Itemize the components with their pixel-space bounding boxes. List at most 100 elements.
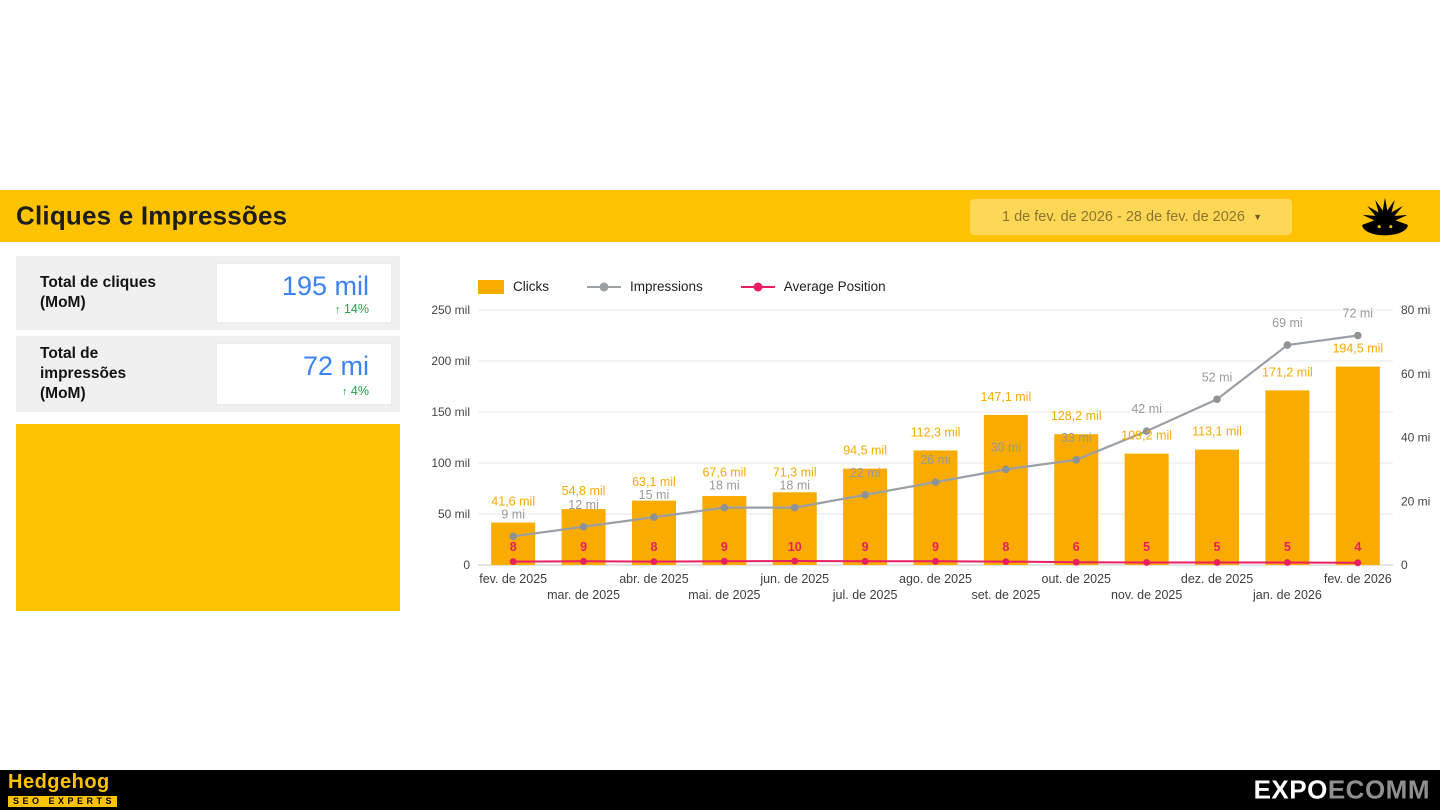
impressions-point[interactable] — [650, 513, 658, 521]
impressions-point[interactable] — [579, 522, 588, 531]
avg-position-value-label: 10 — [788, 540, 802, 554]
expoecomm-wordmark: EXPOECOMM — [1254, 775, 1430, 806]
avg-position-point[interactable] — [720, 557, 728, 565]
x-axis-label: mai. de 2025 — [688, 588, 760, 602]
y-axis-left-label: 200 mil — [431, 354, 470, 368]
impressions-point[interactable] — [720, 503, 729, 512]
x-axis-label: mar. de 2025 — [547, 588, 620, 602]
clicks-value-label: 71,3 mil — [773, 466, 817, 480]
scorecard-value: 72 mi — [302, 351, 369, 381]
impressions-value-label: 52 mi — [1202, 370, 1233, 384]
impressions-point[interactable] — [1002, 465, 1010, 474]
clicks-value-label: 63,1 mil — [632, 475, 676, 489]
impressions-point[interactable] — [1283, 341, 1292, 349]
avg-position-value-label: 8 — [510, 540, 517, 554]
scorecard-total-clicks: Total de cliques (MoM) 195 mil ↑ 14% — [16, 256, 400, 330]
scorecard-delta-value: 4% — [350, 384, 369, 398]
y-axis-right-label: 20 mi — [1401, 494, 1430, 508]
avg-position-point[interactable] — [1072, 558, 1080, 566]
chevron-down-icon[interactable]: ▼ — [1253, 212, 1262, 222]
impressions-point[interactable] — [509, 532, 517, 541]
clicks-bar[interactable] — [772, 492, 817, 565]
clicks-bar[interactable] — [983, 414, 1028, 565]
clicks-bar[interactable] — [843, 468, 888, 565]
impressions-value-label: 30 mi — [991, 440, 1022, 454]
clicks-bar[interactable] — [491, 522, 536, 565]
y-axis-left-label: 250 mil — [431, 303, 470, 317]
x-axis-label: nov. de 2025 — [1111, 588, 1182, 602]
impressions-point[interactable] — [1142, 427, 1151, 435]
clicks-impressions-chart: Clicks Impressions Average Position 0 50 … — [420, 250, 1440, 620]
impressions-swatch-icon — [587, 285, 621, 288]
avg-position-value-label: 5 — [1214, 540, 1221, 554]
hedgehog-logo-icon — [1362, 197, 1408, 236]
scorecard-label: Total de cliques (MoM) — [40, 273, 156, 311]
y-axis-right-label: 0 — [1401, 558, 1408, 572]
avg-position-point[interactable] — [1143, 559, 1151, 566]
avg-position-value-label: 9 — [932, 540, 939, 554]
y-axis-left-label: 100 mil — [431, 456, 470, 470]
date-range-picker[interactable]: 1 de fev. de 2026 - 28 de fev. de 2026 ▼ — [970, 199, 1292, 235]
x-axis-label: set. de 2025 — [971, 588, 1040, 602]
avg-position-point[interactable] — [580, 557, 587, 565]
x-axis-label: fev. de 2025 — [479, 572, 547, 586]
impressions-point[interactable] — [1072, 456, 1081, 464]
avg-position-value-label: 8 — [1002, 540, 1009, 554]
impressions-value-label: 72 mi — [1343, 307, 1374, 321]
avg-position-value-label: 9 — [721, 540, 728, 554]
legend-item-impressions[interactable]: Impressions — [587, 279, 703, 294]
avg-position-point[interactable] — [1002, 558, 1010, 565]
impressions-point[interactable] — [1213, 395, 1221, 404]
avg-position-point[interactable] — [791, 557, 799, 565]
avg-position-value-label: 5 — [1284, 540, 1291, 554]
x-axis-label: jun. de 2025 — [759, 572, 829, 586]
impressions-point[interactable] — [931, 478, 940, 486]
clicks-value-label: 109,2 mil — [1121, 429, 1172, 443]
y-axis-left-label: 0 — [463, 558, 470, 572]
yellow-panel — [16, 424, 400, 611]
impressions-value-label: 26 mi — [920, 453, 951, 467]
impressions-value-label: 33 mi — [1061, 431, 1092, 445]
avg-position-point[interactable] — [1213, 559, 1221, 566]
impressions-point[interactable] — [1354, 331, 1362, 340]
avg-position-value-label: 9 — [580, 540, 587, 554]
clicks-bar[interactable] — [1335, 366, 1380, 565]
footer-band: Hedgehog SEO EXPERTS EXPOECOMM — [0, 770, 1440, 810]
avg-position-point[interactable] — [861, 557, 869, 565]
y-axis-right-label: 40 mi — [1401, 431, 1430, 445]
clicks-bar[interactable] — [1265, 390, 1310, 565]
legend-item-average-position[interactable]: Average Position — [740, 279, 886, 294]
combo-chart-svg: 0 50 mil 100 mil 150 mil 200 mil 250 mil 0 20 m… — [431, 303, 1430, 602]
scorecard-value-box: 195 mil ↑ 14% — [216, 263, 392, 323]
clicks-value-label: 194,5 mil — [1332, 342, 1383, 356]
impressions-value-label: 9 mi — [501, 507, 525, 521]
x-axis-label: jul. de 2025 — [832, 588, 898, 602]
x-axis-label: fev. de 2026 — [1324, 572, 1392, 586]
clicks-bar[interactable] — [561, 509, 606, 565]
page-title: Cliques e Impressões — [16, 200, 288, 231]
clicks-value-label: 54,8 mil — [562, 484, 606, 498]
y-axis-right-label: 80 mi — [1401, 303, 1430, 317]
clicks-bar[interactable] — [913, 450, 958, 565]
clicks-bar[interactable] — [1124, 453, 1169, 565]
average-position-swatch-icon — [740, 285, 775, 288]
avg-position-point[interactable] — [1284, 559, 1291, 566]
avg-position-point[interactable] — [932, 557, 939, 565]
avg-position-value-label: 9 — [862, 540, 869, 554]
clicks-bar[interactable] — [631, 500, 676, 565]
avg-position-value-label: 4 — [1354, 540, 1361, 554]
ecomm-text: ECOMM — [1327, 774, 1430, 805]
impressions-point[interactable] — [861, 491, 869, 499]
avg-position-point[interactable] — [509, 558, 517, 565]
avg-position-point[interactable] — [650, 558, 658, 565]
scorecard-delta: ↑ 14% — [335, 302, 369, 316]
impressions-point[interactable] — [790, 503, 799, 512]
clicks-bar[interactable] — [1195, 449, 1240, 565]
avg-position-point[interactable] — [1354, 559, 1362, 567]
legend-item-clicks[interactable]: Clicks — [478, 279, 549, 294]
x-axis-label: ago. de 2025 — [899, 572, 972, 586]
impressions-value-label: 42 mi — [1131, 402, 1162, 416]
clicks-value-label: 113,1 mil — [1192, 425, 1242, 439]
legend-label: Average Position — [783, 279, 886, 294]
